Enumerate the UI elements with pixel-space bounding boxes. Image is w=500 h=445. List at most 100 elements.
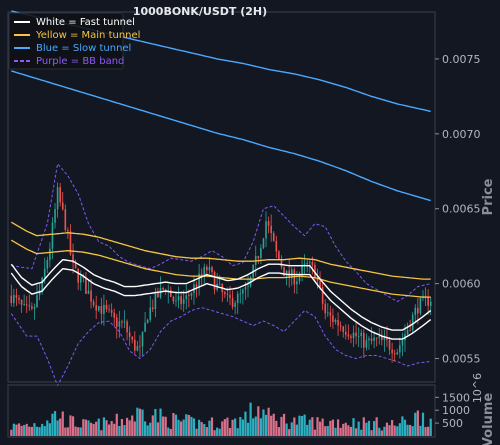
- volume-bar: [113, 423, 116, 436]
- volume-bar: [187, 414, 190, 436]
- volume-bar: [429, 418, 432, 436]
- volume-bar: [244, 411, 247, 436]
- candle: [411, 312, 414, 334]
- volume-bar: [326, 425, 329, 436]
- volume-bar: [267, 407, 270, 436]
- candle: [344, 324, 347, 340]
- candle: [283, 266, 285, 277]
- volume-bar: [10, 429, 13, 436]
- volume-bar: [41, 423, 44, 436]
- volume-bar: [159, 408, 162, 436]
- volume-bar: [79, 427, 82, 436]
- candle: [15, 288, 18, 306]
- volume-bar: [198, 419, 201, 436]
- volume-bar: [28, 426, 31, 436]
- volume-bar: [295, 424, 299, 436]
- volume-panel-frame: [7, 384, 436, 438]
- candle: [301, 257, 303, 282]
- candle: [95, 295, 98, 319]
- volume-bar: [236, 428, 239, 436]
- candle: [386, 326, 388, 347]
- volume-bar: [51, 413, 54, 436]
- volume-bar: [298, 415, 301, 436]
- volume-bar: [264, 414, 268, 436]
- candle: [133, 331, 136, 354]
- candle: [370, 327, 373, 345]
- volume-bar: [316, 417, 319, 436]
- volume-bar: [339, 427, 342, 436]
- slow-tunnel-lower: [11, 70, 431, 202]
- candle: [388, 336, 391, 355]
- volume-bar: [257, 406, 260, 436]
- volume-bar: [313, 429, 317, 436]
- volume-bar: [293, 417, 296, 436]
- candle: [236, 291, 239, 314]
- volume-bar: [275, 420, 278, 436]
- candle: [72, 243, 74, 274]
- candle: [337, 312, 339, 336]
- candle: [355, 322, 357, 345]
- volume-bar: [141, 409, 144, 436]
- volume-bar: [414, 412, 417, 436]
- volume-bar: [228, 428, 232, 436]
- candle: [190, 292, 193, 300]
- volume-bar: [95, 421, 98, 436]
- volume-bar: [146, 425, 149, 436]
- volume-bar: [303, 414, 306, 436]
- candle: [368, 336, 370, 350]
- candle: [406, 322, 409, 336]
- volume-bar: [262, 409, 265, 436]
- volume-bar: [182, 419, 185, 436]
- volume-bar: [306, 424, 309, 436]
- volume-bar: [375, 417, 378, 436]
- bb-band: [10, 162, 431, 387]
- candle: [126, 319, 128, 341]
- volume-bar: [352, 418, 355, 436]
- candle: [257, 255, 260, 264]
- volume-bar: [192, 418, 196, 436]
- candle: [97, 305, 100, 312]
- volume-bar: [259, 418, 262, 436]
- volume-bar: [162, 416, 165, 436]
- candle: [90, 278, 92, 309]
- candle: [350, 334, 352, 344]
- volume-multiplier: 10^6: [471, 373, 484, 403]
- candle: [399, 337, 401, 359]
- volume-bar: [318, 421, 322, 436]
- volume-bar: [133, 421, 136, 436]
- candle: [270, 214, 272, 242]
- main-tunnel-upper: [10, 221, 431, 280]
- volume-bar: [149, 422, 152, 436]
- candle: [149, 296, 152, 323]
- candle: [272, 231, 275, 242]
- candle: [334, 318, 337, 325]
- volume-bar: [177, 419, 180, 436]
- candle: [177, 286, 180, 309]
- candle: [298, 271, 301, 285]
- volume-bar: [239, 417, 242, 436]
- candle: [33, 303, 36, 320]
- volume-bar: [380, 430, 383, 436]
- volume-bar: [84, 419, 88, 436]
- candle: [31, 302, 33, 311]
- volume-bar: [218, 428, 221, 436]
- volume-bar: [401, 416, 404, 436]
- volume-bar: [125, 417, 129, 436]
- volume-bar: [89, 422, 93, 436]
- candle: [239, 288, 242, 304]
- volume-bar: [223, 419, 226, 436]
- volume-bar: [391, 420, 394, 436]
- volume-bar: [254, 416, 257, 436]
- candle: [100, 297, 103, 325]
- volume-bar: [308, 419, 311, 436]
- volume-bar: [12, 423, 15, 436]
- legend: White = Fast tunnel Yellow = Main tunnel…: [8, 12, 140, 70]
- volume-bar: [46, 420, 49, 436]
- candle: [329, 305, 332, 327]
- volume-bar: [331, 419, 335, 436]
- volume-bar: [38, 427, 41, 436]
- candle: [208, 257, 211, 275]
- volume-bar: [221, 421, 224, 436]
